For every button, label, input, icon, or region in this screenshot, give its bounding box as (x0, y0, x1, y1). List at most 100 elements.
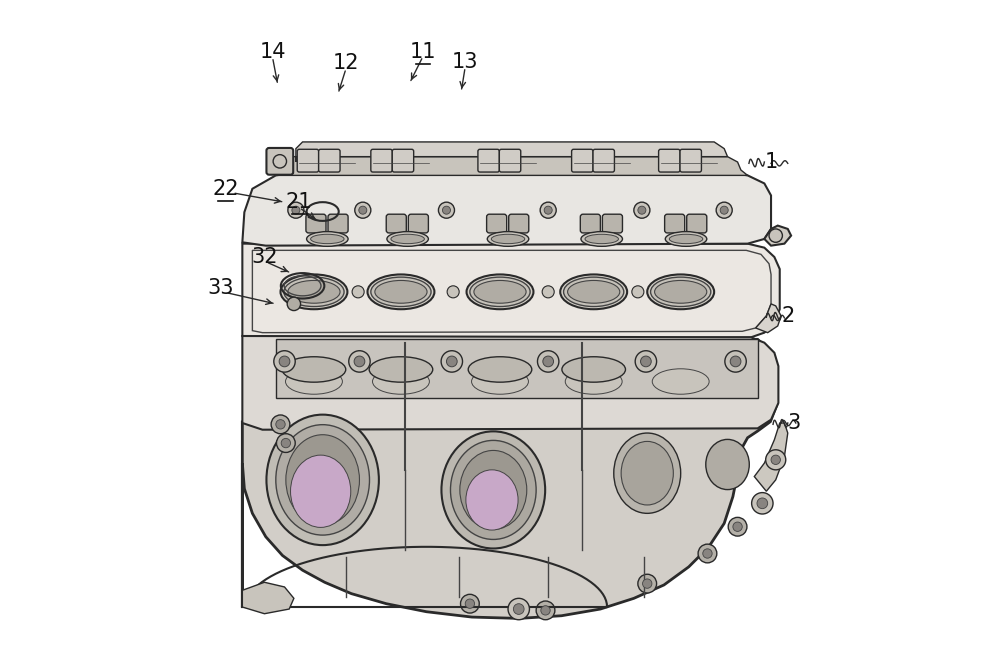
Circle shape (292, 206, 300, 214)
Ellipse shape (562, 357, 625, 382)
Circle shape (441, 351, 463, 372)
FancyBboxPatch shape (602, 214, 622, 233)
Circle shape (349, 351, 370, 372)
Ellipse shape (487, 232, 529, 247)
FancyBboxPatch shape (371, 149, 392, 172)
Text: 13: 13 (452, 52, 478, 72)
Ellipse shape (460, 450, 527, 530)
Ellipse shape (647, 365, 714, 398)
Ellipse shape (371, 277, 431, 306)
Circle shape (725, 351, 746, 372)
Ellipse shape (585, 235, 618, 244)
Ellipse shape (291, 455, 351, 528)
Polygon shape (276, 157, 748, 175)
Circle shape (355, 202, 371, 218)
Text: 33: 33 (207, 278, 234, 298)
Polygon shape (754, 423, 788, 491)
Ellipse shape (468, 357, 532, 382)
Text: 12: 12 (333, 53, 359, 73)
Ellipse shape (647, 274, 714, 309)
Ellipse shape (652, 369, 709, 394)
Circle shape (638, 206, 646, 214)
Ellipse shape (467, 274, 533, 309)
Ellipse shape (286, 369, 342, 394)
Ellipse shape (472, 369, 528, 394)
Circle shape (536, 601, 555, 620)
Circle shape (508, 598, 529, 620)
Ellipse shape (375, 280, 427, 303)
Ellipse shape (655, 280, 707, 303)
Text: 22: 22 (212, 179, 239, 199)
Ellipse shape (276, 425, 370, 535)
Ellipse shape (621, 442, 673, 505)
Ellipse shape (564, 277, 624, 306)
Ellipse shape (669, 235, 703, 244)
FancyBboxPatch shape (580, 214, 600, 233)
Circle shape (542, 286, 554, 298)
Circle shape (442, 206, 450, 214)
Circle shape (643, 579, 652, 588)
Text: 2: 2 (781, 306, 794, 326)
Ellipse shape (568, 280, 620, 303)
Ellipse shape (450, 440, 536, 540)
Circle shape (716, 202, 732, 218)
FancyBboxPatch shape (297, 149, 319, 172)
Ellipse shape (280, 274, 347, 309)
Polygon shape (296, 142, 728, 162)
Ellipse shape (466, 470, 518, 530)
Ellipse shape (560, 365, 627, 398)
FancyBboxPatch shape (319, 149, 340, 172)
Circle shape (635, 351, 657, 372)
Text: 21: 21 (286, 192, 312, 212)
FancyBboxPatch shape (572, 149, 593, 172)
Circle shape (543, 356, 554, 367)
Circle shape (698, 544, 717, 563)
Ellipse shape (560, 274, 627, 309)
FancyBboxPatch shape (593, 149, 614, 172)
Polygon shape (242, 582, 294, 614)
Ellipse shape (307, 232, 348, 247)
FancyBboxPatch shape (687, 214, 707, 233)
Circle shape (769, 229, 782, 243)
Circle shape (537, 351, 559, 372)
Circle shape (273, 155, 287, 168)
FancyBboxPatch shape (487, 214, 507, 233)
Polygon shape (242, 336, 778, 429)
Circle shape (447, 286, 459, 298)
FancyBboxPatch shape (328, 214, 348, 233)
Circle shape (720, 206, 728, 214)
Circle shape (730, 356, 741, 367)
Ellipse shape (367, 365, 434, 398)
FancyBboxPatch shape (509, 214, 529, 233)
Ellipse shape (391, 235, 424, 244)
Circle shape (438, 202, 454, 218)
Text: 1: 1 (764, 152, 778, 172)
Circle shape (465, 599, 475, 608)
Ellipse shape (467, 365, 533, 398)
Ellipse shape (614, 433, 681, 513)
Ellipse shape (565, 369, 622, 394)
FancyBboxPatch shape (306, 214, 326, 233)
Circle shape (288, 202, 304, 218)
Polygon shape (764, 226, 791, 246)
Circle shape (274, 351, 295, 372)
Circle shape (540, 202, 556, 218)
Polygon shape (242, 339, 777, 618)
Circle shape (352, 286, 364, 298)
Polygon shape (242, 172, 771, 246)
Ellipse shape (474, 280, 526, 303)
Circle shape (752, 493, 773, 514)
Ellipse shape (581, 232, 622, 247)
Ellipse shape (280, 365, 347, 398)
Circle shape (276, 419, 285, 429)
Ellipse shape (491, 235, 525, 244)
FancyBboxPatch shape (659, 149, 680, 172)
Circle shape (446, 356, 457, 367)
FancyBboxPatch shape (665, 214, 685, 233)
FancyBboxPatch shape (266, 148, 293, 175)
Circle shape (634, 202, 650, 218)
Circle shape (728, 517, 747, 536)
FancyBboxPatch shape (499, 149, 521, 172)
Ellipse shape (373, 369, 429, 394)
Ellipse shape (288, 280, 340, 303)
